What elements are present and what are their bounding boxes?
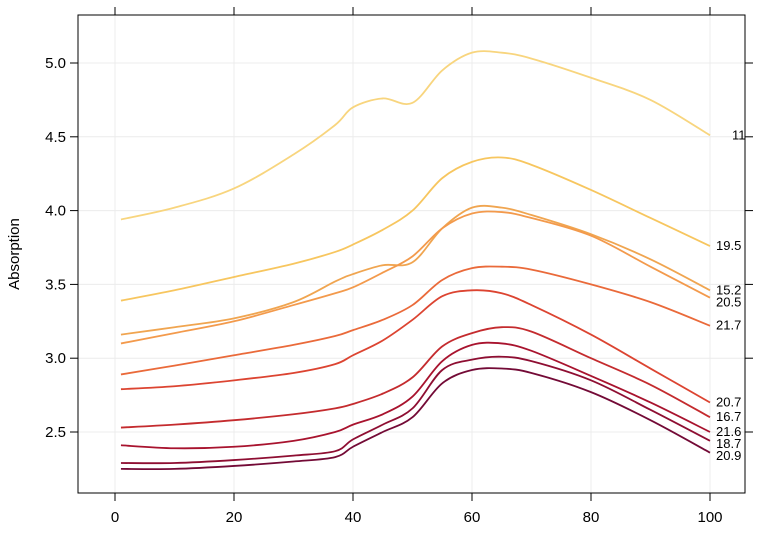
axes: 0 20 40 60 80 100 2.5 3.0 3.5 4.0 4.5 5.0: [45, 7, 753, 526]
x-tick-label: 80: [583, 509, 600, 526]
series-end-label: 20.7: [716, 394, 741, 409]
series-line-19-5: [120, 156, 711, 302]
y-tick-label: 4.0: [45, 203, 66, 220]
end-labels: 11 19.5 15.220.5 21.7 20.716.721.618.720.9: [716, 127, 746, 463]
series-end-label: 21.6: [716, 424, 741, 439]
series-line-20-9: [120, 367, 711, 471]
y-tick-label: 3.0: [45, 350, 66, 367]
series-end-label: 21.7: [716, 318, 741, 333]
series-lines: [120, 50, 711, 471]
plot-frame: [77, 14, 746, 494]
x-tick-label: 40: [345, 509, 362, 526]
series-end-label: 11: [732, 127, 746, 142]
series-end-label: 19.5: [716, 238, 741, 253]
x-tick-label: 60: [464, 509, 481, 526]
series-end-label: 18.7: [716, 436, 741, 451]
series-line-18-7: [120, 355, 711, 465]
y-tick-label: 3.5: [45, 276, 66, 293]
series-end-label: 15.2: [716, 282, 741, 297]
x-tick-label: 20: [226, 509, 243, 526]
y-tick-label: 5.0: [45, 55, 66, 72]
series-end-label: 20.9: [716, 448, 741, 463]
series-end-label: 16.7: [716, 409, 741, 424]
x-tick-label: 100: [697, 509, 722, 526]
series-line-21-7: [120, 265, 711, 376]
y-tick-label: 2.5: [45, 424, 66, 441]
y-tick-label: 4.5: [45, 129, 66, 146]
y-axis-label: Absorption: [6, 218, 23, 290]
series-line-20-5: [120, 210, 711, 345]
series-line-15-2: [120, 204, 711, 336]
series-line-20-7: [120, 289, 711, 404]
series-line-16-7: [120, 326, 711, 429]
grid: [78, 15, 745, 493]
series-line-21-6: [120, 341, 711, 450]
x-tick-label: 0: [111, 509, 119, 526]
series-line-11: [120, 50, 711, 221]
series-end-label: 20.5: [716, 294, 741, 309]
